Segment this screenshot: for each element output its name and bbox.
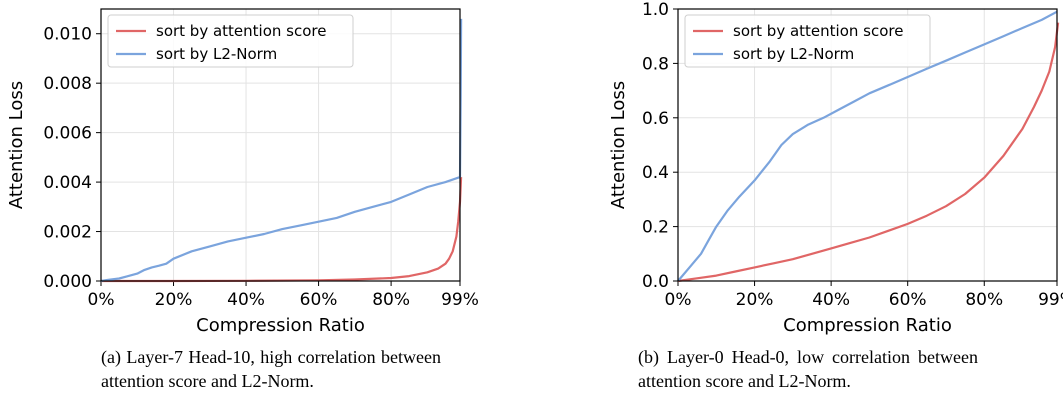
chart-1-x-axis-label: Compression Ratio: [783, 315, 952, 336]
chart-0-x-tick-label: 20%: [155, 290, 193, 310]
chart-a: 0.000 0.002 0.004 0.006 0.008 0.010 0% 20% 40% 60…: [6, 8, 479, 336]
chart-1-y-tick-label: 0.0: [642, 272, 669, 292]
chart-1-y-tick-label: 0.4: [642, 163, 669, 183]
chart-b: 0.0 0.2 0.4 0.6 0.8 1.0 0% 20% 40% 60% 80% 99% Compr…: [608, 0, 1063, 336]
chart-1-series-line-1: [677, 10, 1058, 282]
chart-0-y-tick-label: 0.006: [43, 124, 92, 144]
caption-b: (b) Layer-0 Head-0, low correlation betw…: [638, 347, 978, 391]
chart-0-x-tick-label: 99%: [441, 290, 479, 310]
chart-1-x-tick-label: 60%: [889, 290, 927, 310]
chart-0-x-tick-label: 60%: [300, 290, 338, 310]
chart-1-legend-label-0: sort by attention score: [733, 22, 903, 40]
caption-a: (a) Layer-7 Head-10, high correlation be…: [101, 347, 441, 391]
chart-0-x-tick-label: 40%: [227, 290, 265, 310]
chart-0-x-tick-label: 0%: [88, 290, 115, 310]
chart-0-x-axis-label: Compression Ratio: [196, 315, 365, 336]
chart-1-legend-box: [684, 14, 931, 68]
chart-1-y-axis-label: Attention Loss: [608, 81, 629, 209]
chart-0-y-tick-label: 0.008: [43, 74, 92, 94]
chart-0-plot-frame: [100, 8, 461, 282]
figure-a: 0.000 0.002 0.004 0.006 0.008 0.010 0% 20% 40% 60…: [6, 8, 479, 391]
chart-0-series-line-1: [100, 18, 463, 283]
chart-1-series-line-0: [677, 22, 1060, 283]
chart-1-plot-frame: [677, 8, 1058, 282]
chart-0-y-tick-label: 0.004: [43, 173, 92, 193]
figure-b: 0.0 0.2 0.4 0.6 0.8 1.0 0% 20% 40% 60% 80% 99% Compr…: [531, 0, 1063, 406]
chart-0-legend-label-0: sort by attention score: [156, 22, 326, 40]
chart-1-x-tick-label: 40%: [812, 290, 850, 310]
chart-1-x-tick-label: 0%: [665, 290, 692, 310]
chart-0-x-tick-label: 80%: [372, 290, 410, 310]
chart-1-y-tick-label: 0.8: [642, 54, 669, 74]
chart-1-x-tick-label: 20%: [736, 290, 774, 310]
chart-1-y-tick-label: 1.0: [642, 0, 669, 20]
chart-0-y-tick-label: 0.000: [43, 272, 92, 292]
chart-0-y-tick-label: 0.010: [43, 25, 92, 45]
chart-1-legend-label-1: sort by L2-Norm: [733, 45, 854, 63]
chart-0-legend-box: [107, 14, 354, 68]
chart-1-y-tick-label: 0.6: [642, 109, 669, 129]
chart-0-y-tick-label: 0.002: [43, 223, 92, 243]
chart-0-y-axis-label: Attention Loss: [6, 81, 27, 209]
chart-1-y-tick-label: 0.2: [642, 218, 669, 238]
chart-0-legend-label-1: sort by L2-Norm: [156, 45, 277, 63]
chart-1-x-tick-label: 80%: [965, 290, 1003, 310]
chart-1-x-tick-label: 99%: [1038, 290, 1063, 310]
